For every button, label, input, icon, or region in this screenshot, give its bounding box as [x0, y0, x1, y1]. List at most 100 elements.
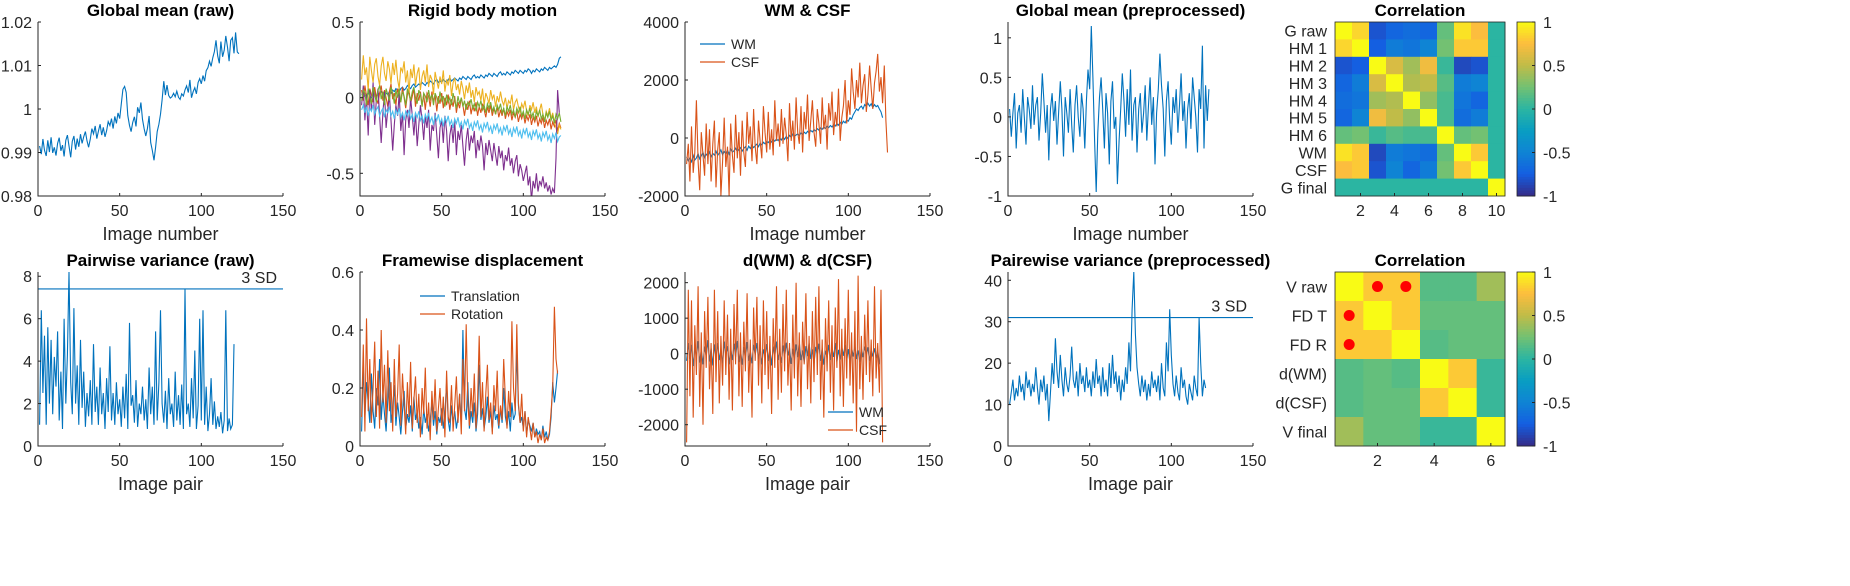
wm-csf-legend-label: CSF	[731, 54, 759, 70]
correlation-bottom-xtick-label: 4	[1430, 453, 1439, 470]
correlation-bottom-colorbar-tick-label: 0	[1543, 352, 1552, 369]
rigid-body-motion-title: Rigid body motion	[408, 1, 557, 20]
correlation-bottom-marker	[1343, 310, 1355, 321]
correlation-bottom-cell	[1448, 388, 1478, 418]
d-wm-d-csf-ytick-label: 2000	[643, 276, 679, 293]
correlation-top-cell	[1335, 22, 1353, 40]
pairwise-variance-preprocessed-ytick-label: 10	[984, 398, 1002, 415]
correlation-top-colorbar-segment	[1517, 38, 1535, 42]
correlation-top-cell	[1369, 56, 1387, 75]
correlation-top-colorbar-segment	[1517, 174, 1535, 178]
correlation-top-colorbar-segment	[1517, 163, 1535, 167]
d-wm-d-csf-ytick-label: 1000	[643, 311, 679, 328]
correlation-bottom-colorbar-segment	[1517, 320, 1535, 325]
pairwise-variance-preprocessed-panel: Pairewise variance (preprocessed) 3 SD 0 50…	[984, 251, 1270, 494]
correlation-top-colorbar-segment	[1517, 160, 1535, 164]
correlation-top-cell	[1403, 109, 1421, 127]
correlation-bottom-frame	[1334, 271, 1506, 447]
rigid-body-motion-panel: Rigid body motion 0 50 100 150 -0.5 0 0.5	[326, 1, 618, 220]
rigid-body-motion-xtick-label: 50	[433, 203, 451, 220]
correlation-top-cell	[1369, 22, 1387, 40]
correlation-bottom-cell	[1363, 417, 1393, 447]
correlation-top-colorbar-segment	[1517, 106, 1535, 110]
global-mean-raw-ytick-label: 0.98	[1, 189, 32, 206]
correlation-top-cell	[1454, 22, 1472, 40]
correlation-bottom-colorbar-segment	[1517, 388, 1535, 393]
correlation-bottom-cell	[1363, 330, 1393, 360]
correlation-top-cell	[1488, 126, 1506, 145]
framewise-displacement-ytick-label: 0.6	[332, 265, 354, 282]
correlation-top-colorbar-segment	[1517, 24, 1535, 28]
correlation-bottom-colorbar-segment	[1517, 410, 1535, 414]
rigid-body-motion-xtick-label: 100	[510, 203, 537, 220]
correlation-top-colorbar-segment	[1517, 176, 1535, 181]
pairwise-variance-preprocessed-xtick-label: 50	[1081, 453, 1099, 470]
correlation-bottom-cell	[1391, 301, 1421, 331]
correlation-top-colorbar-segment	[1517, 89, 1535, 94]
correlation-top-colorbar-segment	[1517, 185, 1535, 189]
correlation-bottom-cell	[1391, 359, 1421, 389]
correlation-bottom-colorbar-segment	[1517, 299, 1535, 303]
correlation-top-cell	[1386, 22, 1404, 40]
correlation-bottom-cell	[1391, 388, 1421, 418]
correlation-top-cell	[1335, 126, 1353, 145]
correlation-bottom-xtick-label: 6	[1486, 453, 1495, 470]
correlation-top-cell	[1352, 143, 1370, 162]
correlation-top-colorbar-tick-label: 0	[1543, 102, 1552, 119]
global-mean-raw-xtick-label: 0	[34, 203, 43, 220]
d-wm-d-csf-legend-label: CSF	[859, 422, 887, 438]
correlation-top-cell	[1335, 74, 1353, 92]
d-wm-d-csf-xlabel: Image pair	[765, 474, 850, 494]
correlation-top-xtick-label: 10	[1488, 203, 1506, 220]
correlation-top-colorbar-segment	[1517, 70, 1535, 75]
correlation-bottom-cell	[1335, 388, 1364, 418]
pairwise-variance-preprocessed-ytick-label: 30	[984, 315, 1002, 332]
correlation-top-cell	[1369, 91, 1387, 110]
correlation-bottom-cell	[1420, 417, 1449, 447]
wm-csf-title: WM & CSF	[765, 1, 851, 20]
correlation-bottom-colorbar-segment	[1517, 397, 1535, 401]
rigid-body-motion-ytick-label: 0	[345, 91, 354, 108]
correlation-top-cell	[1437, 178, 1455, 197]
correlation-top-cell	[1420, 91, 1438, 110]
correlation-top-row-label: HM 4	[1289, 93, 1327, 110]
pairwise-variance-preprocessed-ytick-label: 0	[993, 439, 1002, 456]
global-mean-raw-xtick-label: 150	[270, 203, 297, 220]
rigid-body-motion-series-5	[361, 103, 562, 144]
correlation-bottom-colorbar-segment	[1517, 293, 1535, 297]
correlation-bottom-cell	[1448, 330, 1478, 360]
wm-csf-xtick-label: 50	[758, 203, 776, 220]
pairwise-variance-preprocessed-ytick-label: 20	[984, 356, 1002, 373]
wm-csf-series-wm	[686, 102, 884, 164]
correlation-bottom-colorbar-segment	[1517, 280, 1535, 284]
correlation-bottom-colorbar-segment	[1517, 356, 1535, 360]
correlation-top-row-label: HM 5	[1289, 111, 1327, 128]
correlation-bottom-cell	[1420, 301, 1449, 331]
correlation-bottom-xtick-label: 2	[1373, 453, 1382, 470]
correlation-top-cell	[1352, 178, 1370, 197]
correlation-top-cell	[1369, 109, 1387, 127]
correlation-top-cell	[1386, 178, 1404, 197]
correlation-bottom-cell	[1448, 301, 1478, 331]
global-mean-raw-axes	[37, 22, 283, 197]
correlation-top-cell	[1403, 91, 1421, 110]
correlation-bottom-colorbar-segment	[1517, 277, 1535, 281]
correlation-top-cell	[1488, 22, 1506, 40]
global-mean-preprocessed-xtick-label: 150	[1240, 203, 1267, 220]
correlation-top-cell	[1420, 178, 1438, 197]
pairwise-variance-raw-series-0	[39, 272, 235, 434]
correlation-bottom-colorbar-segment	[1517, 312, 1535, 316]
correlation-top-cell	[1403, 22, 1421, 40]
correlation-bottom-colorbar-tick-label: -0.5	[1543, 396, 1571, 413]
correlation-top-cell	[1471, 74, 1489, 92]
correlation-bottom-colorbar-segment	[1517, 296, 1535, 300]
wm-csf-ytick-label: 4000	[643, 15, 679, 32]
correlation-bottom-colorbar-segment	[1517, 272, 1535, 276]
correlation-bottom-colorbar-segment	[1517, 353, 1535, 357]
correlation-top-colorbar-segment	[1517, 62, 1535, 66]
correlation-top-cell	[1335, 91, 1353, 110]
correlation-top-cell	[1403, 39, 1421, 58]
correlation-top-row-label: HM 1	[1289, 41, 1327, 58]
d-wm-d-csf-series-csf	[686, 275, 884, 443]
